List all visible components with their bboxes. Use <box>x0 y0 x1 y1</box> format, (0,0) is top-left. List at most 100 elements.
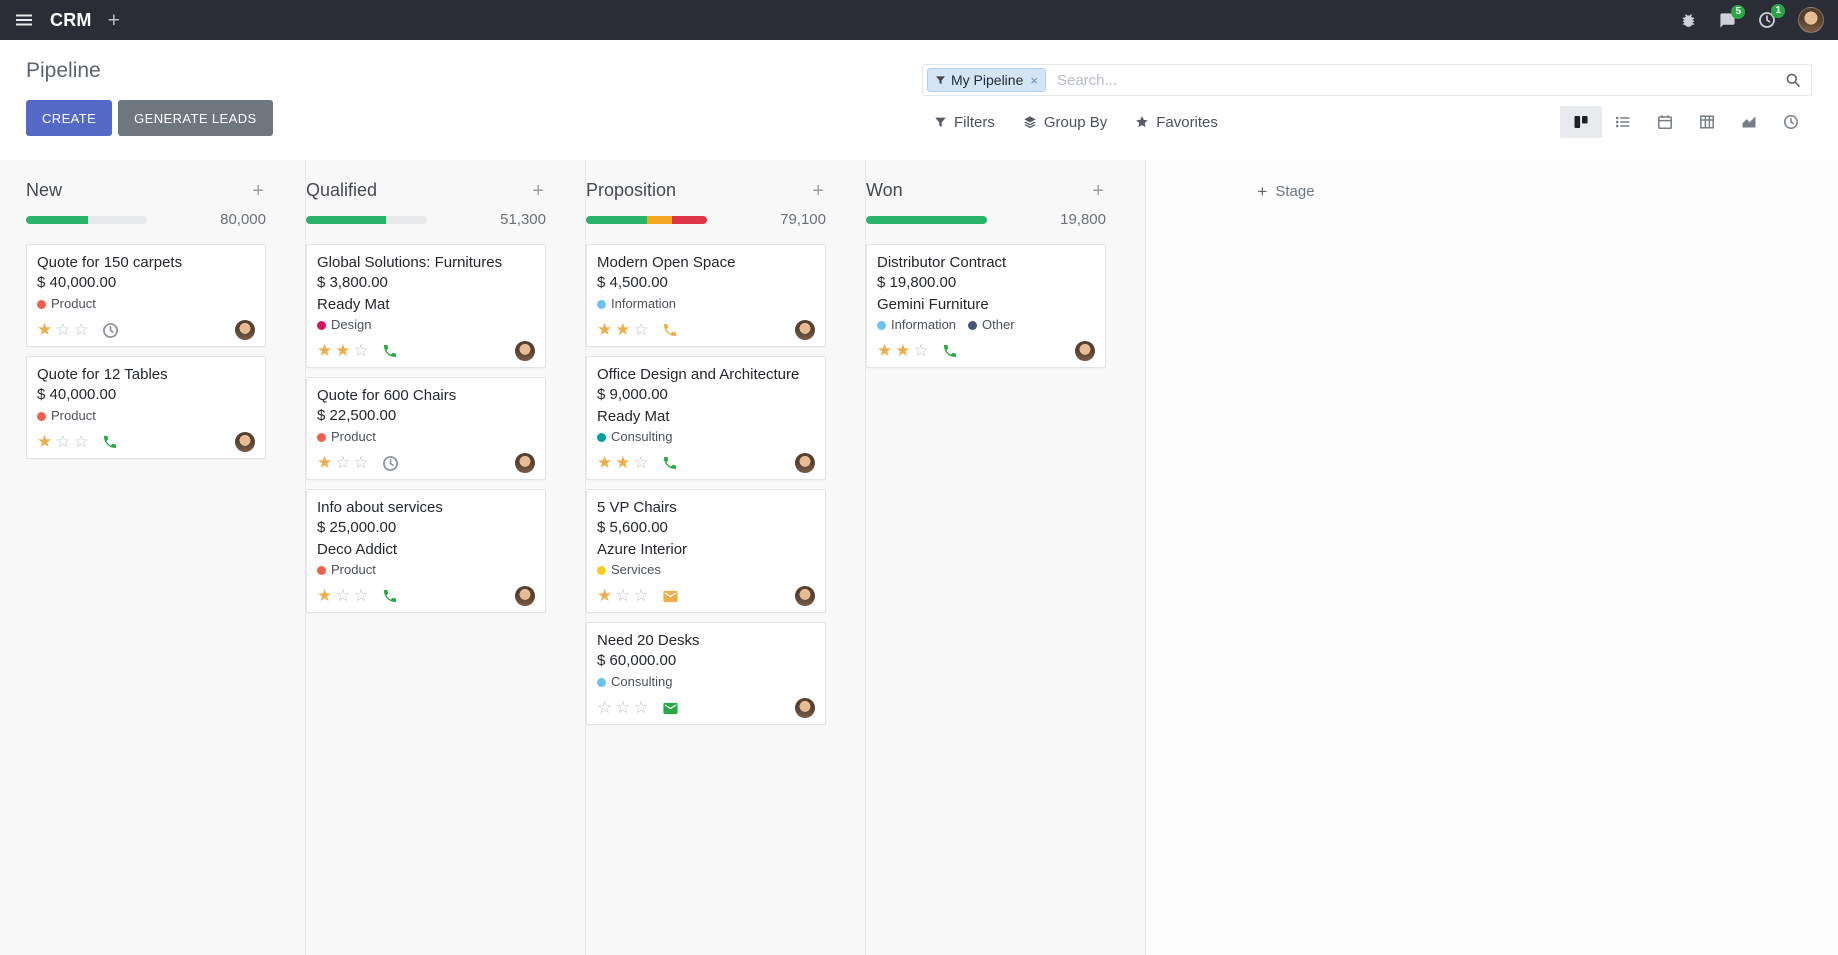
star-icon[interactable]: ★ <box>597 586 613 605</box>
activity-icon[interactable] <box>382 455 399 472</box>
control-panel: Pipeline CREATE GENERATE LEADS My Pipeli… <box>0 40 1838 160</box>
star-icon[interactable]: ☆ <box>597 698 613 717</box>
hamburger-icon <box>16 14 32 26</box>
progress-segment[interactable] <box>646 215 672 224</box>
star-icon[interactable]: ★ <box>615 320 631 339</box>
add-record-button[interactable]: + <box>532 179 544 202</box>
activity-icon[interactable] <box>662 588 679 605</box>
kanban-card[interactable]: Global Solutions: Furnitures $ 3,800.00 … <box>306 244 546 368</box>
add-record-button[interactable]: + <box>252 179 264 202</box>
kanban-card[interactable]: Distributor Contract $ 19,800.00 Gemini … <box>866 244 1106 368</box>
card-amount: $ 19,800.00 <box>877 274 957 291</box>
star-icon[interactable]: ☆ <box>913 341 929 360</box>
star-icon[interactable]: ★ <box>597 453 613 472</box>
kanban-card[interactable]: Quote for 600 Chairs $ 22,500.00 Product… <box>306 377 546 480</box>
card-title: Need 20 Desks <box>597 632 700 649</box>
star-icon[interactable]: ☆ <box>633 320 649 339</box>
kanban-card[interactable]: Quote for 150 carpets $ 40,000.00 Produc… <box>26 244 266 347</box>
card-title: Global Solutions: Furnitures <box>317 254 503 271</box>
progress-segment[interactable] <box>866 215 987 224</box>
star-icon[interactable]: ★ <box>877 341 893 360</box>
star-icon[interactable]: ☆ <box>73 432 89 451</box>
view-pivot-button[interactable] <box>1686 106 1728 138</box>
star-icon[interactable]: ★ <box>317 453 333 472</box>
priority-stars: ★ ★ ☆ <box>597 453 649 473</box>
view-activity-button[interactable] <box>1770 106 1812 138</box>
star-icon[interactable]: ☆ <box>73 320 89 339</box>
tag-dot <box>317 432 326 442</box>
add-record-button[interactable]: + <box>1092 179 1104 202</box>
add-menu-button[interactable]: + <box>108 10 120 31</box>
star-icon[interactable]: ★ <box>597 320 613 339</box>
star-icon[interactable]: ☆ <box>55 320 71 339</box>
activity-icon[interactable] <box>662 322 678 338</box>
activity-icon[interactable] <box>102 434 118 450</box>
star-icon[interactable]: ★ <box>615 453 631 472</box>
star-icon[interactable]: ☆ <box>335 453 351 472</box>
star-icon[interactable]: ★ <box>895 341 911 360</box>
activity-icon[interactable] <box>382 343 398 359</box>
column-progressbar[interactable] <box>866 215 987 224</box>
column-progressbar[interactable] <box>306 215 427 224</box>
star-icon[interactable]: ☆ <box>353 341 369 360</box>
star-icon[interactable]: ☆ <box>353 586 369 605</box>
kanban-card[interactable]: 5 VP Chairs $ 5,600.00 Azure Interior Se… <box>586 489 826 613</box>
add-stage-button[interactable]: + Stage <box>1251 182 1320 201</box>
activity-icon[interactable] <box>662 455 678 471</box>
salesperson-avatar <box>235 432 255 452</box>
column-progressbar[interactable] <box>26 215 147 224</box>
card-tag: Other <box>968 316 1015 334</box>
kanban-card[interactable]: Modern Open Space $ 4,500.00 Information… <box>586 244 826 347</box>
filters-button[interactable]: Filters <box>934 110 995 135</box>
apps-menu-button[interactable] <box>14 10 34 30</box>
star-icon[interactable]: ☆ <box>55 432 71 451</box>
activity-icon[interactable] <box>662 700 679 717</box>
debug-button[interactable] <box>1680 12 1697 29</box>
progress-segment[interactable] <box>26 215 88 224</box>
star-icon[interactable]: ☆ <box>615 586 631 605</box>
kanban-card[interactable]: Office Design and Architecture $ 9,000.0… <box>586 356 826 480</box>
activities-button[interactable]: 1 <box>1758 4 1785 29</box>
activity-icon[interactable] <box>942 343 958 359</box>
search-facet[interactable]: My Pipeline × <box>927 68 1046 92</box>
star-icon[interactable]: ☆ <box>633 453 649 472</box>
activity-icon[interactable] <box>382 588 398 604</box>
generate-leads-button[interactable]: GENERATE LEADS <box>118 100 273 136</box>
user-menu-button[interactable] <box>1798 7 1824 33</box>
view-kanban-button[interactable] <box>1560 106 1602 138</box>
star-icon[interactable]: ☆ <box>633 698 649 717</box>
star-icon[interactable]: ★ <box>37 432 53 451</box>
activity-icon[interactable] <box>102 322 119 339</box>
star-icon[interactable]: ☆ <box>615 698 631 717</box>
star-icon[interactable]: ★ <box>37 320 53 339</box>
messages-button[interactable]: 5 <box>1719 4 1745 29</box>
add-record-button[interactable]: + <box>812 179 824 202</box>
column-progressbar[interactable] <box>586 215 707 224</box>
remove-facet-button[interactable]: × <box>1030 72 1038 88</box>
kanban-card[interactable]: Need 20 Desks $ 60,000.00 Consulting ☆ ☆ ☆ <box>586 622 826 725</box>
progress-segment[interactable] <box>671 215 707 224</box>
star-icon[interactable]: ☆ <box>335 586 351 605</box>
create-button[interactable]: CREATE <box>26 100 113 136</box>
progress-segment[interactable] <box>306 215 386 224</box>
group-by-button[interactable]: Group By <box>1023 110 1107 135</box>
star-icon[interactable]: ★ <box>335 341 351 360</box>
view-list-button[interactable] <box>1602 106 1644 138</box>
card-tag: Services <box>597 561 661 579</box>
progress-segment[interactable] <box>586 215 647 224</box>
star-icon[interactable]: ☆ <box>353 453 369 472</box>
star-icon[interactable]: ★ <box>317 341 333 360</box>
view-calendar-button[interactable] <box>1644 106 1686 138</box>
app-name[interactable]: CRM <box>50 9 92 30</box>
search-input[interactable] <box>1054 70 1785 90</box>
layers-icon <box>1024 116 1036 129</box>
kanban-card[interactable]: Info about services $ 25,000.00 Deco Add… <box>306 489 546 613</box>
view-graph-button[interactable] <box>1728 106 1770 138</box>
card-title: Distributor Contract <box>877 254 1007 271</box>
star-icon[interactable]: ★ <box>317 586 333 605</box>
salesperson-avatar <box>795 586 815 606</box>
star-icon[interactable]: ☆ <box>633 586 649 605</box>
favorites-button[interactable]: Favorites <box>1135 110 1218 135</box>
search-bar[interactable]: My Pipeline × <box>922 64 1812 96</box>
kanban-card[interactable]: Quote for 12 Tables $ 40,000.00 Product … <box>26 356 266 459</box>
